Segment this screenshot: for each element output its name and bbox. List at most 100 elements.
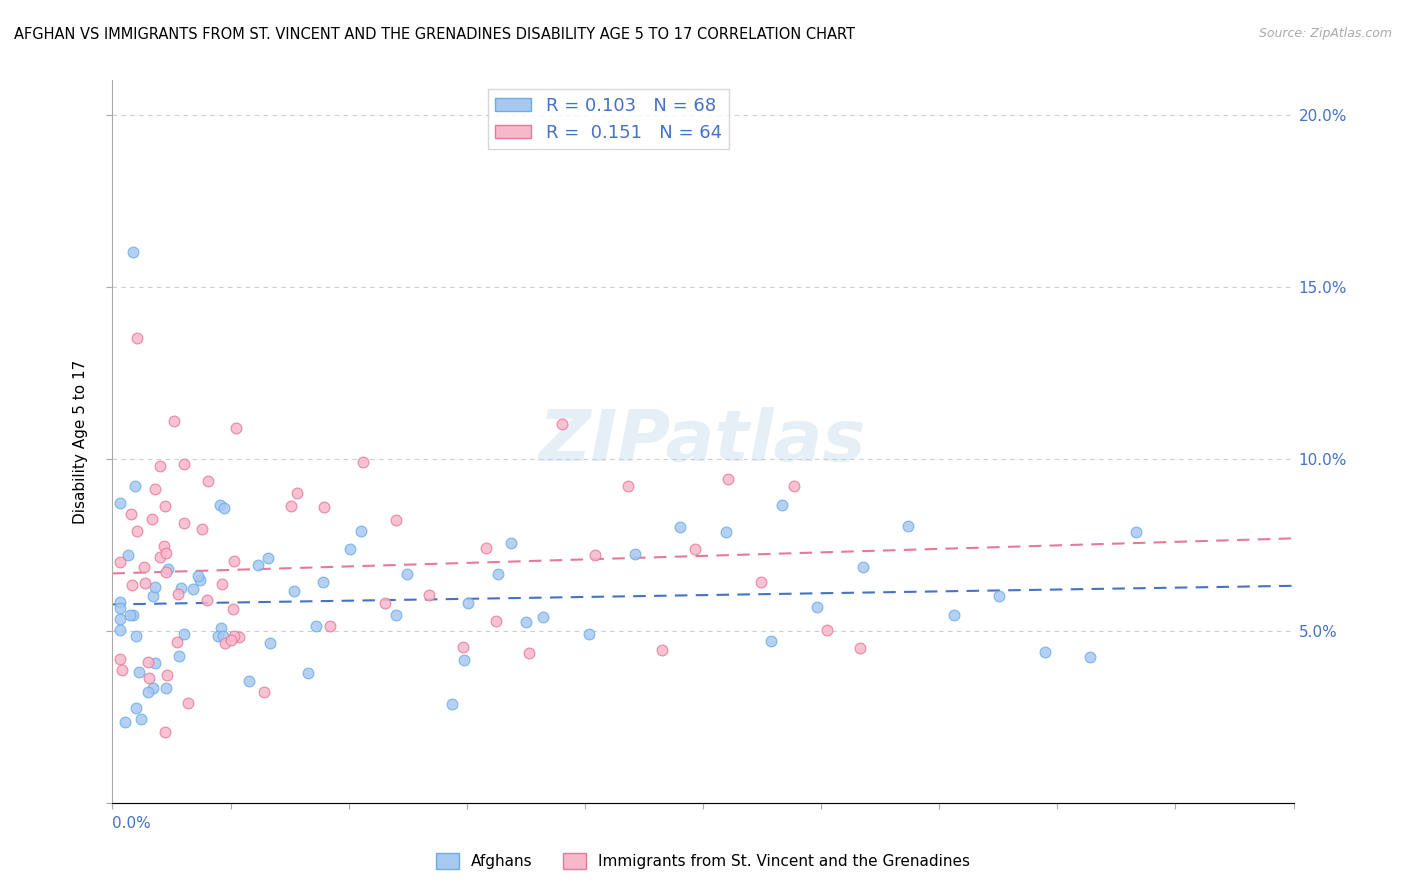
Point — [517, 646, 540, 660]
Point — [173, 626, 195, 640]
Point — [259, 636, 281, 650]
Point — [683, 542, 706, 557]
Point — [1033, 645, 1056, 659]
Point — [669, 520, 692, 534]
Point — [129, 712, 152, 726]
Point — [173, 457, 195, 471]
Point — [138, 671, 160, 685]
Point — [499, 536, 522, 550]
Point — [155, 565, 177, 579]
Point — [339, 542, 361, 557]
Point — [125, 524, 148, 539]
Point — [1080, 650, 1102, 665]
Point — [125, 629, 148, 643]
Point — [211, 577, 233, 591]
Point — [153, 724, 176, 739]
Point — [167, 587, 190, 601]
Text: AFGHAN VS IMMIGRANTS FROM ST. VINCENT AND THE GRENADINES DISABILITY AGE 5 TO 17 : AFGHAN VS IMMIGRANTS FROM ST. VINCENT AN… — [14, 27, 855, 42]
Point — [851, 559, 873, 574]
Point — [441, 697, 464, 711]
Point — [219, 633, 242, 648]
Point — [110, 663, 132, 677]
Point — [121, 608, 143, 623]
Point — [942, 608, 965, 623]
Point — [297, 666, 319, 681]
Point — [578, 627, 600, 641]
Text: 0.0%: 0.0% — [112, 816, 152, 830]
Point — [190, 522, 212, 536]
Point — [110, 612, 132, 626]
Point — [125, 331, 148, 345]
Point — [849, 641, 872, 656]
Point — [136, 685, 159, 699]
Point — [453, 653, 475, 667]
Point — [651, 643, 673, 657]
Point — [209, 498, 232, 512]
Point — [475, 541, 498, 555]
Point — [225, 421, 247, 435]
Point — [110, 623, 132, 637]
Point — [617, 478, 640, 492]
Point — [283, 583, 305, 598]
Point — [120, 507, 142, 521]
Point — [155, 681, 177, 696]
Point — [280, 500, 302, 514]
Point — [815, 624, 838, 638]
Point — [187, 569, 209, 583]
Point — [783, 479, 806, 493]
Point — [212, 501, 235, 516]
Point — [110, 555, 132, 569]
Point — [169, 649, 191, 664]
Point — [142, 681, 165, 695]
Text: ZIPatlas: ZIPatlas — [540, 407, 866, 476]
Point — [988, 589, 1011, 603]
Point — [257, 551, 280, 566]
Point — [134, 560, 156, 574]
Y-axis label: Disability Age 5 to 17: Disability Age 5 to 17 — [73, 359, 89, 524]
Point — [156, 667, 179, 681]
Point — [485, 614, 508, 628]
Point — [117, 548, 139, 562]
Point — [134, 576, 156, 591]
Point — [120, 607, 142, 622]
Point — [155, 546, 177, 560]
Point — [451, 640, 474, 654]
Point — [806, 600, 828, 615]
Point — [166, 635, 188, 649]
Point — [156, 562, 179, 576]
Point — [418, 588, 440, 602]
Point — [623, 547, 645, 561]
Point — [207, 629, 229, 643]
Point — [395, 567, 418, 582]
Point — [352, 455, 374, 469]
Point — [714, 525, 737, 540]
Point — [222, 554, 245, 568]
Point — [533, 610, 555, 624]
Legend: R = 0.103   N = 68, R =  0.151   N = 64: R = 0.103 N = 68, R = 0.151 N = 64 — [488, 89, 730, 149]
Point — [350, 524, 373, 538]
Point — [212, 629, 235, 643]
Point — [181, 582, 204, 596]
Point — [136, 655, 159, 669]
Point — [551, 417, 574, 431]
Point — [749, 574, 772, 589]
Point — [374, 597, 396, 611]
Point — [173, 516, 195, 531]
Point — [304, 619, 326, 633]
Point — [163, 414, 186, 428]
Point — [228, 630, 250, 644]
Point — [209, 621, 232, 635]
Point — [177, 697, 200, 711]
Point — [246, 558, 269, 572]
Point — [385, 513, 408, 527]
Point — [141, 512, 163, 526]
Point — [128, 665, 150, 679]
Point — [143, 482, 166, 496]
Point — [486, 566, 509, 581]
Point — [121, 245, 143, 260]
Text: Source: ZipAtlas.com: Source: ZipAtlas.com — [1258, 27, 1392, 40]
Point — [124, 479, 146, 493]
Point — [761, 633, 783, 648]
Point — [121, 578, 143, 592]
Point — [583, 548, 606, 562]
